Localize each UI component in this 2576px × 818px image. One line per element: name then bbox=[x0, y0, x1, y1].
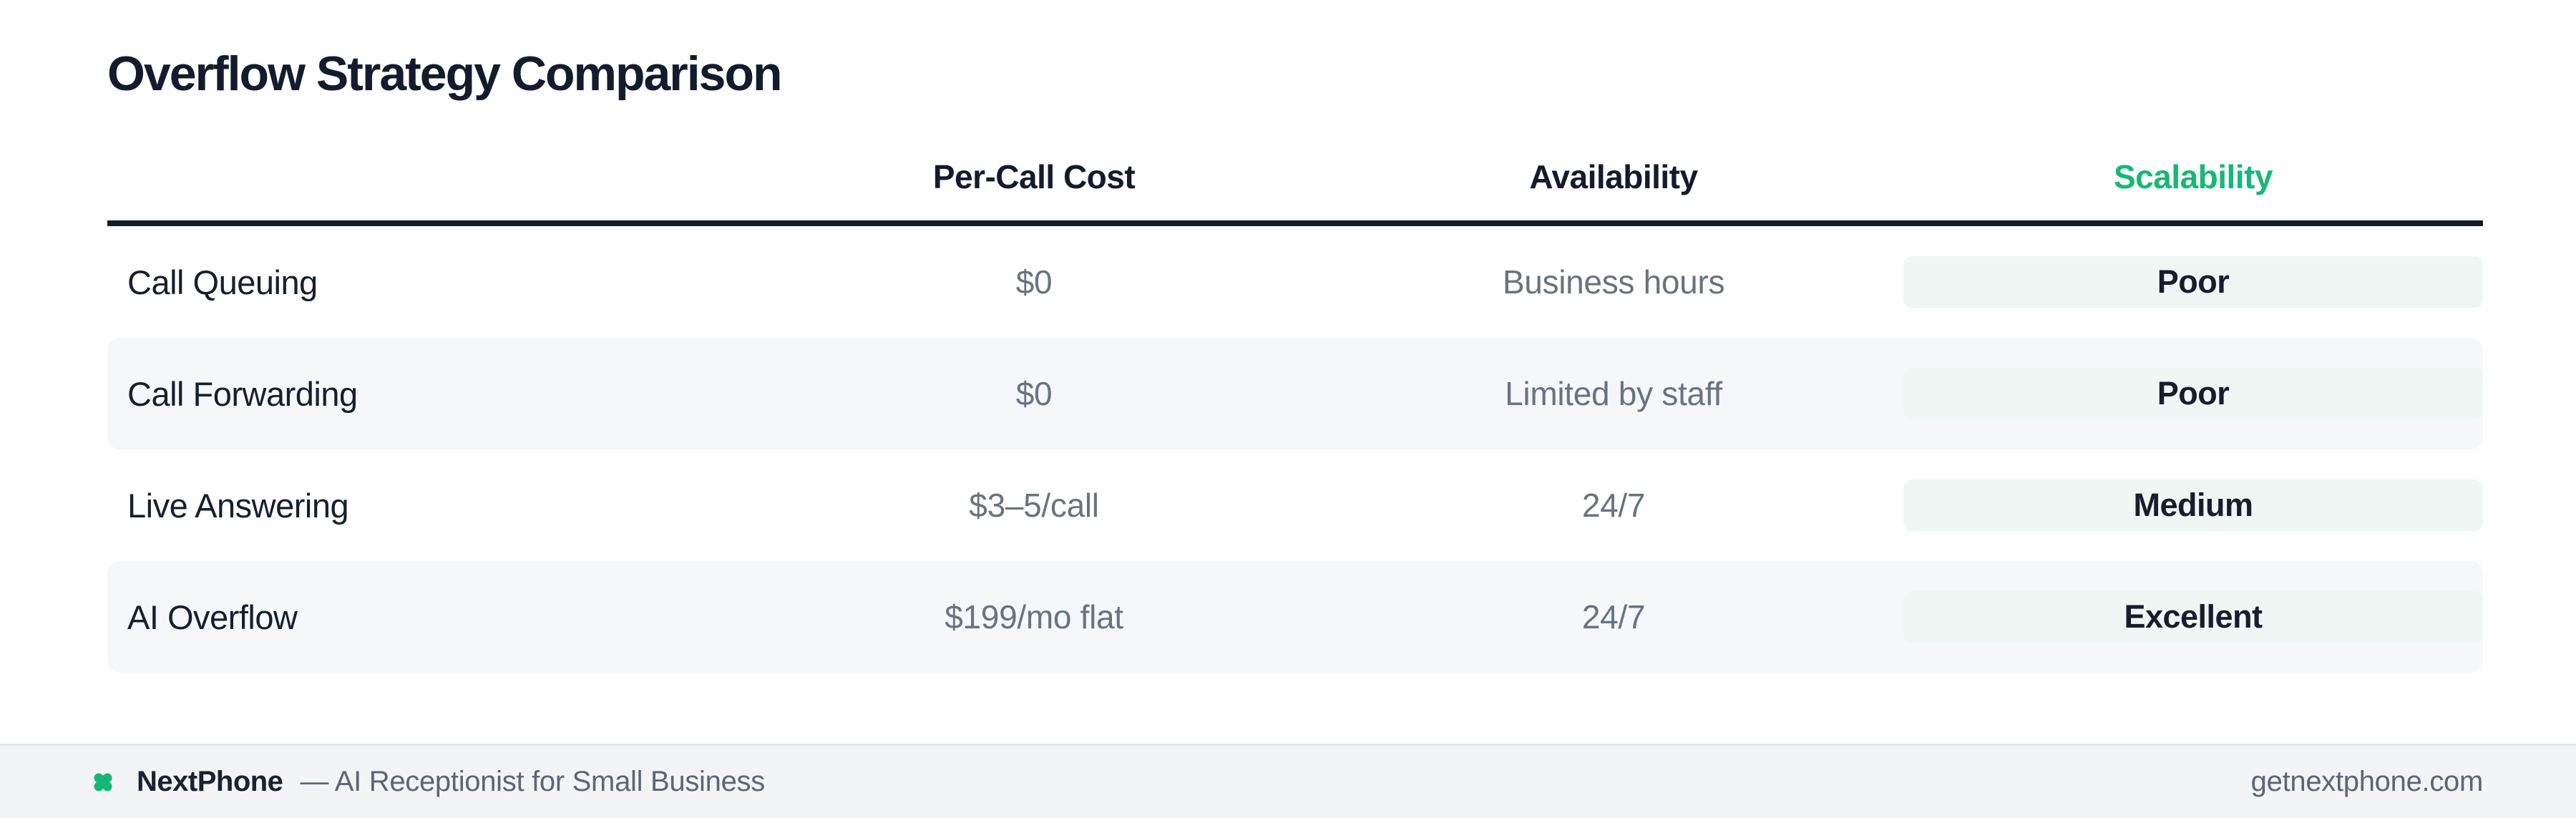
scalability-cell: Medium bbox=[1903, 449, 2483, 561]
availability-value: 24/7 bbox=[1581, 598, 1646, 636]
availability-value: Business hours bbox=[1502, 263, 1725, 301]
per-call-cost-value: $199/mo flat bbox=[945, 598, 1123, 636]
scalability-cell: Excellent bbox=[1903, 561, 2483, 673]
table-row: AI Overflow $199/mo flat 24/7 Excellent bbox=[107, 561, 2483, 673]
scalability-cell: Poor bbox=[1903, 338, 2483, 449]
table-row: Live Answering $3–5/call 24/7 Medium bbox=[107, 449, 2483, 561]
header-cell-per-call-cost: Per-Call Cost bbox=[932, 158, 1136, 196]
brand-name: NextPhone bbox=[137, 766, 283, 797]
scalability-badge: Excellent bbox=[1903, 591, 2483, 643]
footer-bar: NextPhone — AI Receptionist for Small Bu… bbox=[0, 744, 2576, 818]
table-header-row: Per-Call Cost Availability Scalability bbox=[107, 102, 2483, 227]
table-row: Call Forwarding $0 Limited by staff Poor bbox=[107, 338, 2483, 450]
page: Overflow Strategy Comparison Per-Call Co… bbox=[107, 47, 2483, 673]
clover-x-icon bbox=[94, 772, 112, 792]
footer-brand-group: NextPhone — AI Receptionist for Small Bu… bbox=[91, 766, 765, 798]
availability-value: 24/7 bbox=[1581, 487, 1646, 525]
strategy-name: Live Answering bbox=[127, 486, 349, 525]
strategy-name: AI Overflow bbox=[127, 598, 298, 636]
header-cell-availability: Availability bbox=[1529, 158, 1698, 196]
brand-tagline: — AI Receptionist for Small Business bbox=[300, 766, 765, 797]
scalability-badge: Medium bbox=[1903, 479, 2483, 532]
per-call-cost-value: $0 bbox=[1015, 375, 1053, 413]
scalability-badge: Poor bbox=[1903, 256, 2483, 308]
per-call-cost-value: $3–5/call bbox=[969, 487, 1099, 525]
strategy-name: Call Forwarding bbox=[127, 374, 358, 413]
strategy-name: Call Queuing bbox=[127, 263, 318, 301]
availability-value: Limited by staff bbox=[1505, 375, 1722, 413]
website-url: getnextphone.com bbox=[2250, 766, 2484, 797]
page-title: Overflow Strategy Comparison bbox=[107, 47, 783, 101]
comparison-table: Per-Call Cost Availability Scalability C… bbox=[107, 102, 2483, 673]
scalability-badge: Poor bbox=[1903, 368, 2483, 420]
header-cell-scalability: Scalability bbox=[2113, 158, 2273, 196]
table-row: Call Queuing $0 Business hours Poor bbox=[107, 226, 2483, 338]
per-call-cost-value: $0 bbox=[1015, 263, 1053, 301]
scalability-cell: Poor bbox=[1903, 226, 2483, 338]
